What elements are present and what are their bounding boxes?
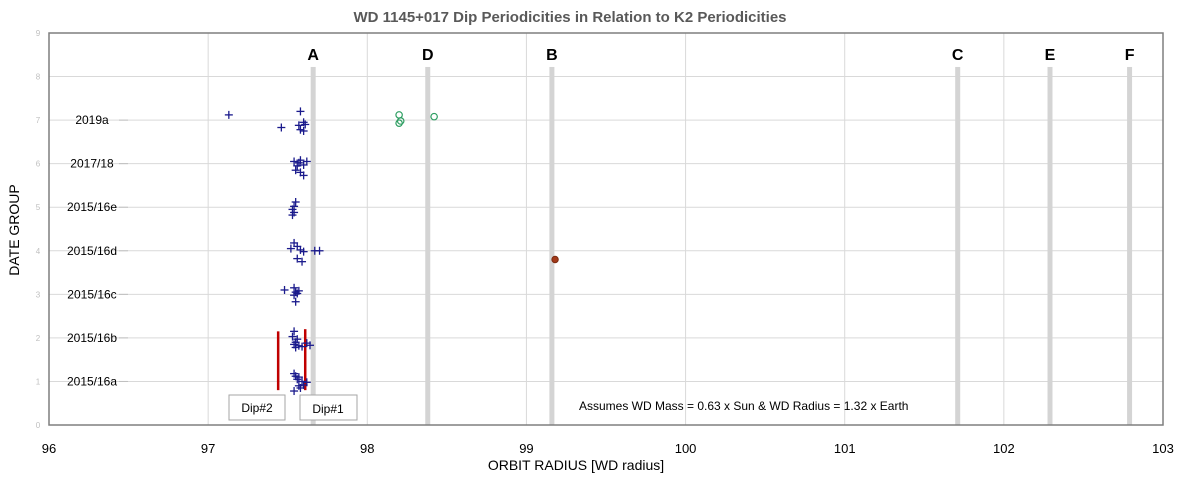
data-point-plus (294, 158, 303, 167)
data-point-circle (395, 119, 403, 127)
data-point-plus (291, 297, 300, 306)
data-point-plus (298, 257, 307, 266)
data-point-plus (298, 377, 307, 386)
data-point-plus (315, 246, 324, 255)
data-point-plus (293, 254, 302, 263)
dip2-label-box: Dip#2 (228, 394, 286, 421)
data-point-plus (296, 383, 305, 392)
date-group-label: 2015/16d (67, 244, 117, 258)
y-tick-label: 1 (36, 377, 41, 386)
data-point-filled (551, 255, 559, 264)
data-point-plus (301, 120, 310, 129)
k2-band-A (310, 66, 316, 426)
y-tick-label: 2 (36, 334, 41, 343)
data-point-plus (291, 197, 300, 206)
x-tick-label: 96 (42, 441, 56, 456)
k2-band-D (425, 66, 431, 426)
assumption-note: Assumes WD Mass = 0.63 x Sun & WD Radius… (579, 399, 908, 413)
data-point-plus (280, 285, 289, 294)
k2-band-C (955, 66, 961, 426)
y-axis-title: DATE GROUP (6, 184, 22, 276)
y-tick-label: 5 (36, 203, 41, 212)
data-point-plus (290, 387, 299, 396)
data-point-plus (290, 283, 299, 292)
data-point-plus (290, 327, 299, 336)
dip1-label-box: Dip#1 (299, 394, 358, 421)
data-point-plus (299, 247, 308, 256)
x-tick-label: 99 (519, 441, 533, 456)
date-group-label: 2017/18 (70, 157, 114, 171)
k2-band-E (1047, 66, 1053, 426)
data-point-plus (290, 157, 299, 166)
k2-band-label-E: E (1045, 47, 1056, 64)
data-point-plus (277, 123, 286, 132)
dip1-label: Dip#1 (312, 402, 344, 416)
date-group-label: 2015/16b (67, 331, 117, 345)
x-tick-label: 103 (1152, 441, 1174, 456)
y-tick-label: 8 (36, 73, 41, 82)
date-group-label: 2019a (75, 113, 109, 127)
k2-band-label-C: C (952, 47, 964, 64)
y-tick-label: 0 (36, 421, 41, 430)
x-tick-label: 98 (360, 441, 374, 456)
data-point-plus (291, 166, 300, 175)
date-group-label: 2015/16e (67, 200, 117, 214)
date-group-label: 2015/16a (67, 374, 117, 388)
x-tick-label: 101 (834, 441, 856, 456)
y-tick-label: 7 (36, 116, 41, 125)
data-point-plus (293, 289, 302, 298)
data-point-plus (288, 332, 297, 341)
y-tick-label: 4 (36, 247, 41, 256)
data-point-plus (299, 127, 308, 135)
data-point-plus (293, 375, 302, 384)
data-point-plus (224, 110, 233, 119)
data-point-plus (296, 107, 305, 116)
data-point-plus (291, 343, 300, 352)
dip2-label: Dip#2 (241, 401, 273, 415)
k2-band-label-A: A (307, 47, 319, 64)
data-point-plus (299, 160, 308, 169)
data-point-plus (298, 342, 307, 351)
x-tick-label: 102 (993, 441, 1015, 456)
k2-band-label-D: D (422, 47, 434, 64)
k2-band-label-F: F (1125, 47, 1135, 64)
date-group-labels: 2015/16a 2015/16b 2015/16c 2015/16d 2015/16e… (67, 113, 128, 388)
data-point-plus (294, 121, 303, 130)
data-point-plus (299, 171, 308, 180)
y-tick-label: 9 (36, 29, 41, 38)
k2-band-F (1127, 66, 1133, 426)
x-tick-label: 97 (201, 441, 215, 456)
y-tick-label: 6 (36, 160, 41, 169)
y-tick-label: 3 (36, 290, 41, 299)
data-point-circle (430, 112, 438, 121)
plot-background (49, 33, 1163, 425)
y-axis-ticks: 0 1 2 3 4 5 6 7 8 9 (36, 29, 41, 430)
plot-border (48, 32, 1164, 426)
date-group-label: 2015/16c (67, 287, 116, 301)
k2-band-label-B: B (546, 47, 558, 64)
k2-band-B (549, 66, 555, 426)
x-tick-label: 100 (675, 441, 697, 456)
data-point-plus (305, 341, 314, 350)
data-point-circle (396, 117, 405, 125)
data-point-plus (288, 211, 297, 220)
data-point-plus (286, 244, 295, 253)
chart-title: WD 1145+017 Dip Periodicities in Relatio… (353, 9, 786, 26)
dip-markers (276, 329, 307, 391)
x-axis-title: ORBIT RADIUS [WD radius] (488, 457, 664, 473)
data-points (224, 107, 559, 396)
x-axis-ticks: 96 97 98 99 100 101 102 103 (42, 441, 1174, 456)
